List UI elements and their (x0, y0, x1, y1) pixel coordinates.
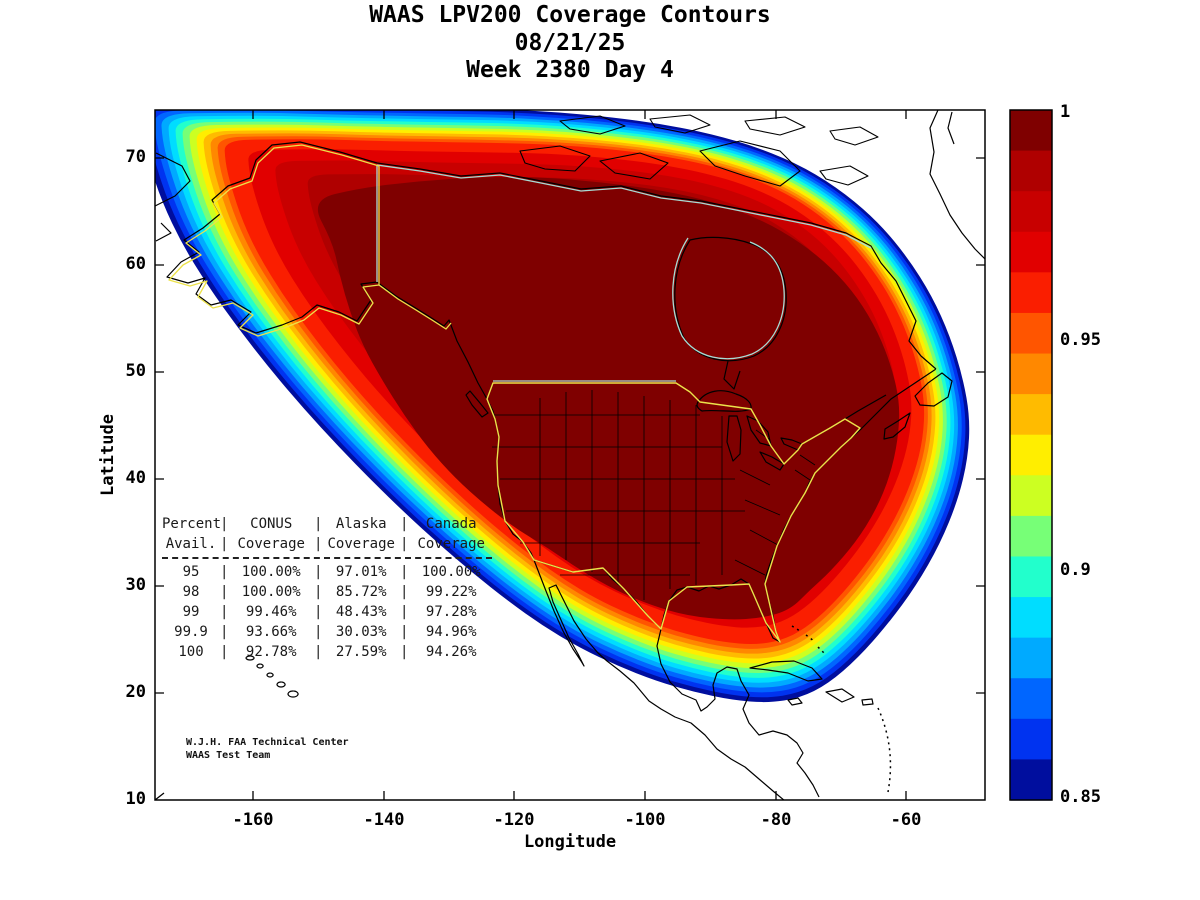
col-conus-h1: CONUS (220, 514, 314, 534)
cell: 94.26% (400, 642, 494, 662)
cell: 30.03% (314, 622, 400, 642)
credit-block: W.J.H. FAA Technical Center WAAS Test Te… (186, 736, 349, 762)
colorbar-tick-085: 0.85 (1060, 787, 1101, 807)
cell: 100 (178, 644, 204, 660)
hawaii-islands (245, 655, 299, 698)
colorbar-band (1010, 394, 1052, 436)
plot-title: WAAS LPV200 Coverage Contours (369, 2, 771, 28)
colorbar-band (1010, 353, 1052, 395)
x-axis-label: Longitude (523, 832, 617, 852)
table-header-row-1: Percent CONUS Alaska Canada (162, 514, 494, 534)
table-row: 95 100.00% 97.01% 100.00% (162, 562, 494, 582)
y-tick-60: 60 (125, 254, 146, 274)
col-percent-h1: Percent (162, 516, 222, 532)
colorbar-band (1010, 150, 1052, 192)
axis-tick-marks (154, 110, 985, 801)
cell: 94.96% (400, 622, 494, 642)
cell: 100.00% (400, 562, 494, 582)
plot-area (155, 110, 985, 800)
cell: 98 (182, 584, 200, 600)
colorbar-tick-09: 0.9 (1060, 560, 1091, 580)
table-row: 98 100.00% 85.72% 99.22% (162, 582, 494, 602)
col-canada-h2: Coverage (400, 534, 494, 554)
table-row: 99 99.46% 48.43% 97.28% (162, 602, 494, 622)
table-header-row-2: Avail. Coverage Coverage Coverage (162, 534, 494, 554)
colorbar-tick-095: 0.95 (1060, 330, 1101, 350)
y-tick-50: 50 (125, 361, 146, 381)
cell: 99.46% (220, 602, 314, 622)
arctic-islands-path (519, 114, 879, 187)
plot-week-day: Week 2380 Day 4 (466, 57, 674, 83)
cell: 97.01% (314, 562, 400, 582)
credit-line-2: WAAS Test Team (186, 750, 271, 761)
colorbar-band (1010, 434, 1052, 476)
table-row: 100 92.78% 27.59% 94.26% (162, 642, 494, 662)
x-tick-m60: -60 (890, 810, 922, 830)
colorbar-band (1010, 272, 1052, 314)
colorbar-band (1010, 231, 1052, 273)
col-canada-h1: Canada (400, 514, 494, 534)
credit-line-1: W.J.H. FAA Technical Center (186, 737, 349, 748)
cell: 100.00% (220, 582, 314, 602)
y-tick-30: 30 (125, 575, 146, 595)
colorbar-band (1010, 312, 1052, 355)
cell: 27.59% (314, 642, 400, 662)
alaska-boundary-overlay (168, 144, 452, 337)
plot-date: 08/21/25 (514, 30, 626, 56)
colorbar-gradient (1010, 110, 1052, 801)
plot-frame (154, 109, 986, 801)
y-tick-20: 20 (125, 682, 146, 702)
cell: 92.78% (220, 642, 314, 662)
state-borders (492, 390, 816, 600)
cell: 99.22% (400, 582, 494, 602)
col-alaska-h2: Coverage (314, 534, 400, 554)
y-tick-40: 40 (125, 468, 146, 488)
contour-field (155, 110, 970, 703)
cell: 100.00% (220, 562, 314, 582)
table-divider (162, 557, 492, 559)
colorbar-band (1010, 759, 1052, 801)
cell: 95 (182, 564, 200, 580)
col-conus-h2: Coverage (220, 534, 314, 554)
colorbar-band (1010, 637, 1052, 679)
contour-core-layer (317, 177, 900, 620)
cell: 99.9 (174, 624, 208, 640)
col-percent-h2: Avail. (165, 536, 217, 552)
colorbar-band (1010, 718, 1052, 761)
colorbar-band (1010, 110, 1052, 152)
colorbar-band (1010, 191, 1052, 233)
col-alaska-h1: Alaska (314, 514, 400, 534)
colorbar-band (1010, 678, 1052, 720)
x-tick-m160: -160 (232, 810, 274, 830)
colorbar-band (1010, 515, 1052, 558)
coverage-table: Percent CONUS Alaska Canada Avail. Cover… (162, 514, 494, 662)
cell: 97.28% (400, 602, 494, 622)
y-axis-label: Latitude (98, 414, 118, 496)
conus-boundary-overlay (486, 382, 861, 643)
x-tick-m120: -120 (493, 810, 535, 830)
canada-boundary-overlay (376, 164, 872, 382)
colorbar-band (1010, 475, 1052, 517)
colorbar-band (1010, 597, 1052, 639)
colorbar-band (1010, 556, 1052, 598)
cell: 85.72% (314, 582, 400, 602)
y-tick-70: 70 (125, 147, 146, 167)
x-tick-m100: -100 (624, 810, 666, 830)
cell: 99 (182, 604, 200, 620)
colorbar-tick-1: 1 (1060, 102, 1071, 122)
cell: 93.66% (220, 622, 314, 642)
cell: 48.43% (314, 602, 400, 622)
x-tick-m80: -80 (760, 810, 792, 830)
y-tick-10: 10 (125, 789, 146, 809)
x-tick-m140: -140 (363, 810, 405, 830)
table-row: 99.9 93.66% 30.03% 94.96% (162, 622, 494, 642)
colorbar-frame (1009, 109, 1053, 801)
